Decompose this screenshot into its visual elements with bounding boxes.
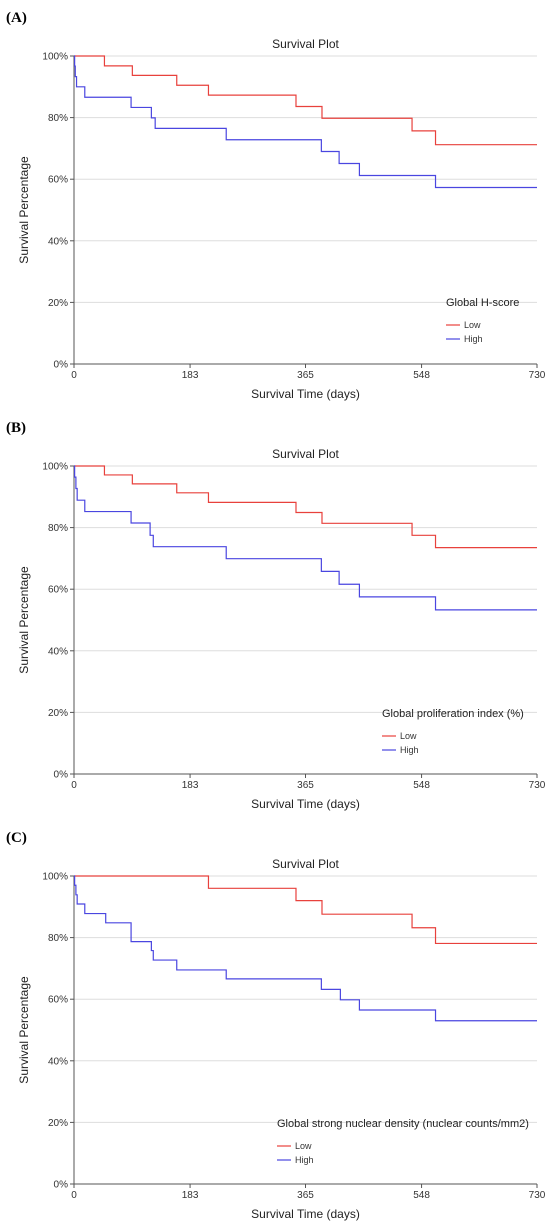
y-tick-label: 20%	[48, 298, 68, 309]
panel-label: (A)	[6, 10, 27, 26]
series-lines	[74, 465, 537, 611]
legend-label-high: High	[400, 745, 419, 755]
x-tick-label: 365	[297, 1190, 314, 1201]
panel-label: (B)	[6, 420, 26, 436]
panel-b: (B) Survival Plot 0% 20% 40% 60% 80% 100% 0 18…	[6, 420, 546, 811]
y-tick-label: 40%	[48, 236, 68, 247]
y-tick-label: 80%	[48, 933, 68, 944]
y-axis-label: Survival Percentage	[17, 566, 31, 674]
series-line-high	[74, 465, 537, 611]
series-line-low	[74, 465, 537, 549]
legend: Global proliferation index (%) Low High	[382, 708, 524, 755]
series-line-low	[74, 875, 537, 945]
y-tick-labels: 0% 20% 40% 60% 80% 100%	[42, 872, 74, 1191]
y-tick-label: 100%	[42, 462, 68, 473]
y-tick-label: 40%	[48, 1056, 68, 1067]
x-tick-label: 365	[297, 780, 314, 791]
y-tick-label: 0%	[54, 360, 69, 371]
x-tick-label: 730	[529, 780, 546, 791]
y-tick-label: 100%	[42, 872, 68, 883]
legend-label-high: High	[464, 334, 483, 344]
y-tick-label: 60%	[48, 175, 68, 186]
grid-lines	[74, 55, 537, 303]
series-line-high	[74, 55, 537, 189]
axes	[73, 876, 537, 1185]
chart-title: Survival Plot	[272, 857, 339, 871]
series-line-low	[74, 55, 537, 146]
chart-title: Survival Plot	[272, 37, 339, 51]
x-tick-label: 365	[297, 370, 314, 381]
x-axis-label: Survival Time (days)	[251, 797, 360, 811]
series-line-high	[74, 875, 537, 1022]
y-tick-labels: 0% 20% 40% 60% 80% 100%	[42, 52, 74, 371]
legend-title: Global strong nuclear density (nuclear c…	[277, 1118, 529, 1130]
y-tick-label: 0%	[54, 770, 69, 781]
y-axis-label: Survival Percentage	[17, 156, 31, 264]
legend-label-low: Low	[295, 1141, 312, 1151]
x-tick-labels: 0 183 365 548 730	[71, 364, 546, 381]
x-axis-label: Survival Time (days)	[251, 387, 360, 401]
x-tick-label: 548	[413, 1190, 430, 1201]
axes	[73, 56, 537, 365]
panel-label: (C)	[6, 830, 27, 846]
y-tick-labels: 0% 20% 40% 60% 80% 100%	[42, 462, 74, 781]
series-lines	[74, 55, 537, 189]
grid-lines	[74, 875, 537, 1123]
x-tick-label: 548	[413, 780, 430, 791]
legend: Global H-score Low High	[446, 297, 519, 344]
y-tick-label: 100%	[42, 52, 68, 63]
legend-title: Global proliferation index (%)	[382, 708, 524, 720]
series-lines	[74, 875, 537, 1022]
legend-label-high: High	[295, 1155, 314, 1165]
x-tick-label: 183	[182, 370, 199, 381]
legend: Global strong nuclear density (nuclear c…	[277, 1118, 529, 1165]
y-tick-label: 60%	[48, 995, 68, 1006]
y-tick-label: 40%	[48, 646, 68, 657]
panel-c: (C) Survival Plot 0% 20% 40% 60% 80% 100% 0 18…	[6, 830, 546, 1221]
legend-title: Global H-score	[446, 297, 519, 309]
y-tick-label: 80%	[48, 113, 68, 124]
panel-a: (A) Survival Plot 0% 20% 40% 60% 80% 100% 0 18…	[6, 10, 546, 401]
x-tick-labels: 0 183 365 548 730	[71, 1184, 546, 1201]
x-tick-labels: 0 183 365 548 730	[71, 774, 546, 791]
x-tick-label: 183	[182, 1190, 199, 1201]
legend-label-low: Low	[464, 320, 481, 330]
y-tick-label: 20%	[48, 708, 68, 719]
x-tick-label: 730	[529, 370, 546, 381]
y-tick-label: 80%	[48, 523, 68, 534]
x-tick-label: 548	[413, 370, 430, 381]
chart-title: Survival Plot	[272, 447, 339, 461]
x-axis-label: Survival Time (days)	[251, 1207, 360, 1221]
x-tick-label: 730	[529, 1190, 546, 1201]
x-tick-label: 0	[71, 780, 77, 791]
y-tick-label: 0%	[54, 1180, 69, 1191]
x-tick-label: 0	[71, 370, 77, 381]
y-tick-label: 60%	[48, 585, 68, 596]
y-axis-label: Survival Percentage	[17, 976, 31, 1084]
x-tick-label: 0	[71, 1190, 77, 1201]
legend-label-low: Low	[400, 731, 417, 741]
x-tick-label: 183	[182, 780, 199, 791]
grid-lines	[74, 465, 537, 713]
y-tick-label: 20%	[48, 1118, 68, 1129]
